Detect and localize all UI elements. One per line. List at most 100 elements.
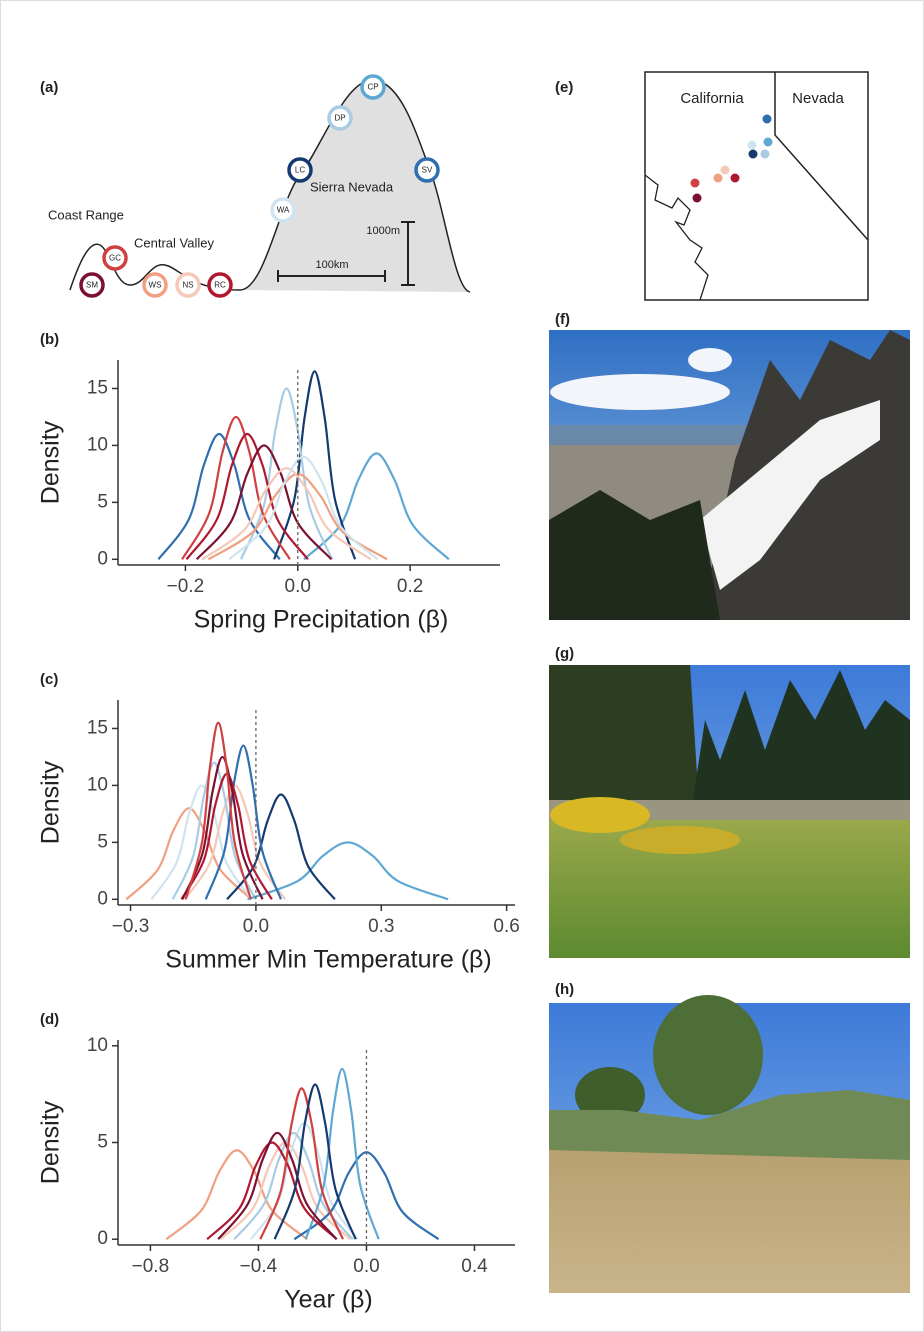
y-tick-label: 0 [97, 548, 108, 569]
y-tick-label: 0 [97, 1228, 108, 1249]
site-label: WA [277, 206, 290, 215]
site-label: GC [109, 254, 121, 263]
x-tick-label: 0.4 [461, 1256, 488, 1277]
elevation-profile: (a) Coast Range Central Valley Sierra Ne… [40, 74, 471, 298]
panel-label: (d) [40, 1011, 59, 1028]
y-axis-label: Density [37, 420, 65, 504]
photo-f: (f) [549, 311, 910, 620]
site-marker [327, 105, 353, 131]
tree [575, 1067, 645, 1123]
cloud [550, 374, 730, 410]
site-label: SM [86, 281, 98, 290]
map-frame [644, 71, 869, 301]
y-tick-label: 15 [87, 377, 108, 398]
y-tick-label: 5 [97, 1132, 108, 1153]
panel-label: (h) [555, 981, 574, 998]
y-tick-label: 5 [97, 491, 108, 512]
map: (e) California Nevada [555, 71, 869, 301]
photo-h: (h) [549, 981, 910, 1293]
site-dot [720, 165, 730, 175]
flowers [620, 826, 740, 854]
density-curve [240, 387, 334, 560]
x-tick-label: 0.6 [493, 916, 519, 937]
density-curve [185, 432, 309, 560]
y-tick-label: 10 [87, 1035, 108, 1056]
y-tick-label: 10 [87, 774, 108, 795]
y-tick-label: 0 [97, 888, 108, 909]
x-tick-label: 0.0 [285, 576, 311, 597]
site-label: DP [334, 114, 345, 123]
density-curve [157, 432, 281, 560]
tree [653, 995, 763, 1115]
panel-label: (e) [555, 79, 573, 96]
lake [549, 425, 749, 445]
snow [700, 400, 880, 590]
site-marker [287, 157, 313, 183]
site-dot [713, 173, 723, 183]
flowers [550, 797, 650, 833]
panel-label: (g) [555, 645, 574, 662]
state-label: California [680, 90, 744, 107]
site-label: NS [182, 281, 193, 290]
density-curve [171, 761, 257, 900]
site-dot [692, 193, 702, 203]
density-curve [259, 1087, 344, 1240]
site-label: WS [149, 281, 162, 290]
site-dot [763, 137, 773, 147]
photo-g: (g) [549, 645, 910, 958]
site-label: SV [422, 166, 433, 175]
site-marker [207, 272, 233, 298]
panel-label: (b) [40, 331, 59, 348]
trees [549, 665, 700, 820]
site-dot [730, 173, 740, 183]
density-curve [204, 744, 283, 900]
site-label: RC [214, 281, 226, 290]
density-chart: (b) 0 5 10 15 −0.2 0.0 0.2 Density Spring Precipi… [37, 331, 500, 634]
x-axis-label: Spring Precipitation (β) [194, 606, 449, 634]
panel-label: (f) [555, 311, 570, 328]
density-curve [228, 455, 379, 561]
y-tick-label: 10 [87, 434, 108, 455]
y-axis-label: Density [37, 1100, 65, 1184]
density-curve [226, 793, 336, 901]
scale-bar [277, 270, 386, 282]
scale-bar [401, 221, 415, 286]
x-tick-label: −0.3 [112, 916, 150, 937]
sites: SM GC WS NS RC WA LC DP CP SV [79, 74, 440, 298]
site-dot [762, 114, 772, 124]
density-curve [206, 1141, 338, 1241]
density-curve [304, 1067, 380, 1240]
grass [549, 1150, 910, 1293]
site-dot [690, 178, 700, 188]
density-curve [273, 370, 357, 560]
density-curve [183, 784, 287, 900]
density-curve [201, 467, 372, 561]
density-curve [273, 1083, 357, 1240]
site-dot [747, 140, 757, 150]
site-marker [175, 272, 201, 298]
site-marker [102, 245, 128, 271]
state-border [774, 72, 869, 241]
site-marker [79, 272, 105, 298]
region-label: Central Valley [134, 235, 214, 250]
density-curve [247, 841, 449, 901]
x-tick-label: 0.3 [368, 916, 394, 937]
cloud [688, 348, 732, 372]
x-tick-label: −0.8 [132, 1256, 170, 1277]
density-charts: (b) 0 5 10 15 −0.2 0.0 0.2 Density Spring Precipi… [37, 331, 520, 1314]
density-curve [150, 784, 253, 900]
density-chart: (d) 0 5 10 −0.8 −0.4 0.0 0.4 Density Year (β) [37, 1011, 515, 1314]
x-tick-label: 0.0 [243, 916, 269, 937]
y-tick-label: 5 [97, 831, 108, 852]
density-curve [217, 1131, 338, 1240]
scale-label: 100km [315, 259, 348, 271]
y-axis-label: Density [37, 760, 65, 844]
density-curve [181, 755, 264, 900]
density-chart: (c) 0 5 10 15 −0.3 0.0 0.3 0.6 Density Summer Min … [37, 671, 520, 974]
x-axis-label: Summer Min Temperature (β) [165, 946, 492, 974]
profile-line [69, 79, 471, 293]
panel-label: (c) [40, 671, 58, 688]
density-curve [181, 415, 291, 560]
site-dot [760, 149, 770, 159]
